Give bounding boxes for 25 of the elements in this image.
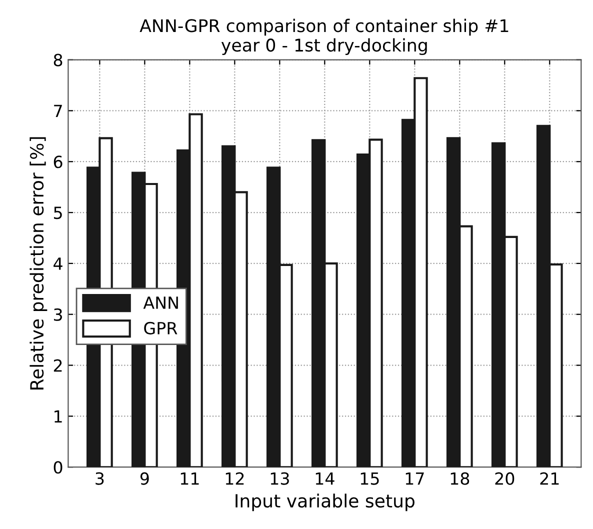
y-tick-label: 3: [54, 308, 62, 321]
x-tick-label: 15: [360, 472, 379, 485]
y-tick-label: 5: [54, 206, 62, 220]
y-tick-label: 2: [54, 359, 62, 372]
y-axis-title: Relative prediction error [%]: [30, 137, 48, 390]
x-tick-label: 18: [450, 472, 470, 485]
x-tick-label: 21: [540, 472, 559, 485]
y-tick-label: 1: [54, 410, 62, 423]
x-tick-label: 11: [180, 472, 199, 485]
legend-label: GPR: [144, 322, 178, 334]
x-tick-label: 12: [226, 472, 244, 485]
chart-title: ANN-GPR comparison of container ship #1 year 0 - 1st dry-docking: [140, 18, 508, 56]
legend-label: ANN: [143, 296, 178, 309]
x-tick-label: 3: [96, 472, 104, 485]
x-tick-label: 13: [270, 472, 289, 485]
y-tick-label: 8: [54, 54, 62, 66]
x-axis-title: Input variable setup: [236, 494, 414, 512]
x-tick-label: 17: [406, 472, 424, 485]
y-tick-label: 4: [54, 258, 62, 270]
x-tick-label: 20: [495, 472, 514, 485]
x-tick-label: 14: [316, 472, 334, 485]
y-tick-label: 6: [54, 156, 62, 168]
x-tick-label: 9: [140, 472, 149, 485]
y-tick-label: 7: [54, 104, 62, 118]
y-tick-label: 0: [54, 461, 62, 474]
